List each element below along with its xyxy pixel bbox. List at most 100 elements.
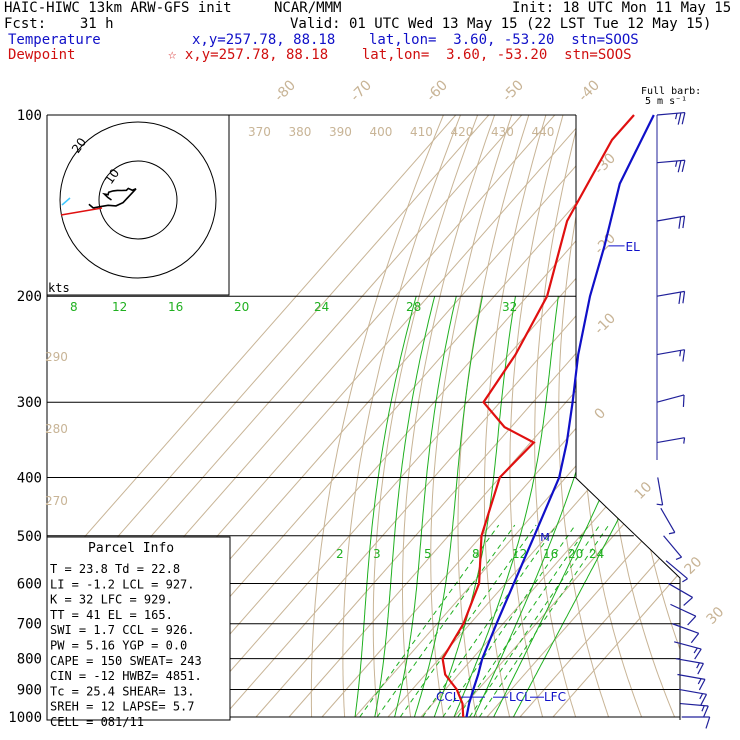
isotherm-line bbox=[288, 115, 680, 718]
dry-adiabat-line bbox=[430, 115, 513, 718]
mixing-ratio-label: 3 bbox=[373, 547, 381, 561]
wind-barb bbox=[668, 582, 693, 606]
mixing-ratio-label: 12 bbox=[112, 300, 127, 314]
wind-barb bbox=[665, 560, 688, 583]
temperature-label: -60 bbox=[424, 77, 451, 104]
dewpoint-legend: Dewpoint bbox=[8, 47, 76, 63]
wind-barb-flag bbox=[679, 350, 682, 357]
wind-barb-flag bbox=[703, 705, 709, 718]
wind-barb-flag bbox=[682, 349, 686, 362]
wind-barb bbox=[656, 394, 685, 407]
wind-barb-staff bbox=[656, 394, 685, 403]
wind-barb-flag bbox=[683, 597, 693, 606]
wind-barb-flag bbox=[705, 716, 711, 729]
isotherm-line bbox=[189, 115, 680, 718]
wind-barb-flag bbox=[677, 160, 682, 173]
hodograph-frame bbox=[47, 115, 230, 296]
isotherm-line bbox=[222, 115, 680, 718]
level-markers: EL M CCL LCL LFC bbox=[436, 240, 640, 704]
mixing-ratio-label: 2 bbox=[336, 547, 344, 561]
wind-barb-flag bbox=[699, 693, 704, 700]
parcel-info-row: SWI = 1.7 CCL = 926. bbox=[50, 623, 195, 637]
wind-barb-flag bbox=[656, 503, 663, 506]
dewpoint-line bbox=[441, 114, 635, 718]
theta-label: 400 bbox=[370, 125, 393, 139]
parcel-box-bg bbox=[46, 536, 231, 721]
mixing-ratio-label: 12 bbox=[512, 547, 527, 561]
mixing-ratio-line bbox=[457, 524, 590, 718]
wind-barb-flag bbox=[678, 216, 682, 229]
wind-barb-staff bbox=[678, 688, 707, 695]
parcel-info-row: TT = 41 EL = 165. bbox=[50, 608, 173, 622]
model-title: HAIC-HIWC 13km ARW-GFS init bbox=[4, 0, 232, 16]
dry-adiabat-line bbox=[729, 115, 740, 717]
temperature-label: -10 bbox=[592, 310, 619, 337]
pressure-tick-label: 300 bbox=[17, 395, 42, 411]
parcel-info-row: T = 23.8 Td = 22.8 bbox=[50, 562, 180, 576]
isotherm-line bbox=[387, 115, 680, 718]
wind-barb-staff bbox=[656, 290, 685, 297]
mixing-ratio-label: 20 bbox=[568, 547, 583, 561]
wind-barb-staff bbox=[656, 349, 685, 356]
wind-barb bbox=[656, 437, 686, 444]
barb-legend-unit: 5 m s⁻¹ bbox=[645, 96, 688, 107]
isotherm-line bbox=[47, 115, 457, 718]
temperature-label: -30 bbox=[592, 150, 619, 177]
wind-barb bbox=[656, 159, 686, 173]
wind-barb-flag bbox=[690, 632, 700, 644]
theta-label: 410 bbox=[410, 125, 433, 139]
wind-barb-staff bbox=[674, 641, 702, 650]
dry-adiabat-line bbox=[457, 115, 530, 718]
hodograph-ring-inner bbox=[98, 160, 178, 240]
wind-barb bbox=[656, 477, 664, 506]
dry-adiabat-line bbox=[558, 115, 610, 718]
wind-barb-staff bbox=[657, 477, 664, 506]
parcel-info-row: CAPE = 150 SWEAT= 243 bbox=[50, 654, 202, 668]
wind-barb bbox=[672, 623, 700, 644]
mixing-ratio-label: 16 bbox=[543, 547, 558, 561]
wind-barb bbox=[656, 290, 686, 305]
temperature-label: -80 bbox=[272, 77, 299, 104]
pressure-tick-label: 200 bbox=[17, 289, 42, 305]
mixing-ratio-line bbox=[376, 524, 516, 718]
wind-barb-flag bbox=[682, 216, 686, 229]
isotherm-line bbox=[354, 115, 680, 718]
wind-barb-staff bbox=[680, 702, 709, 707]
wind-barb-staff bbox=[670, 603, 697, 617]
temperature-label: 0 bbox=[592, 405, 610, 423]
dry-adiabat-line bbox=[509, 115, 564, 718]
wind-barb-staff bbox=[668, 582, 693, 598]
wind-barb bbox=[681, 716, 711, 729]
wind-barb-flag bbox=[681, 160, 686, 173]
wind-barb-staff bbox=[656, 215, 685, 222]
pressure-tick-label: 700 bbox=[17, 617, 42, 633]
mixing-ratio-line bbox=[422, 524, 558, 718]
wind-barb-staff bbox=[656, 111, 685, 116]
wind-barb-staff bbox=[656, 159, 685, 164]
wind-barb-staff bbox=[665, 560, 688, 580]
theta-label: 430 bbox=[491, 125, 514, 139]
wind-barb-flag bbox=[678, 291, 682, 305]
mixing-ratio-line bbox=[359, 524, 500, 718]
plot-right-edge bbox=[575, 115, 681, 720]
wind-barb-flag bbox=[677, 112, 682, 125]
theta-label: 380 bbox=[289, 125, 312, 139]
ccl-label: CCL bbox=[436, 690, 460, 704]
theta-label: 270 bbox=[45, 494, 68, 508]
wind-barb bbox=[663, 535, 683, 561]
moist-adiabat-line bbox=[354, 296, 417, 718]
wind-barb-flag bbox=[674, 113, 678, 120]
wind-barb bbox=[680, 702, 709, 718]
hodograph: 20 10 kts bbox=[47, 115, 230, 296]
parcel-info-row: K = 32 LFC = 929. bbox=[50, 593, 173, 607]
wind-barb-staff bbox=[672, 623, 699, 634]
wind-barb bbox=[675, 658, 704, 675]
hodograph-ring-label: 20 bbox=[69, 135, 89, 156]
mixing-ratio-label: 24 bbox=[314, 300, 329, 314]
mixing-ratio-label: 32 bbox=[502, 300, 517, 314]
wind-barb bbox=[677, 673, 706, 691]
parcel-info-title: Parcel Info bbox=[88, 541, 174, 556]
pressure-tick-label: 500 bbox=[17, 529, 42, 545]
dry-adiabat-line bbox=[342, 115, 461, 718]
